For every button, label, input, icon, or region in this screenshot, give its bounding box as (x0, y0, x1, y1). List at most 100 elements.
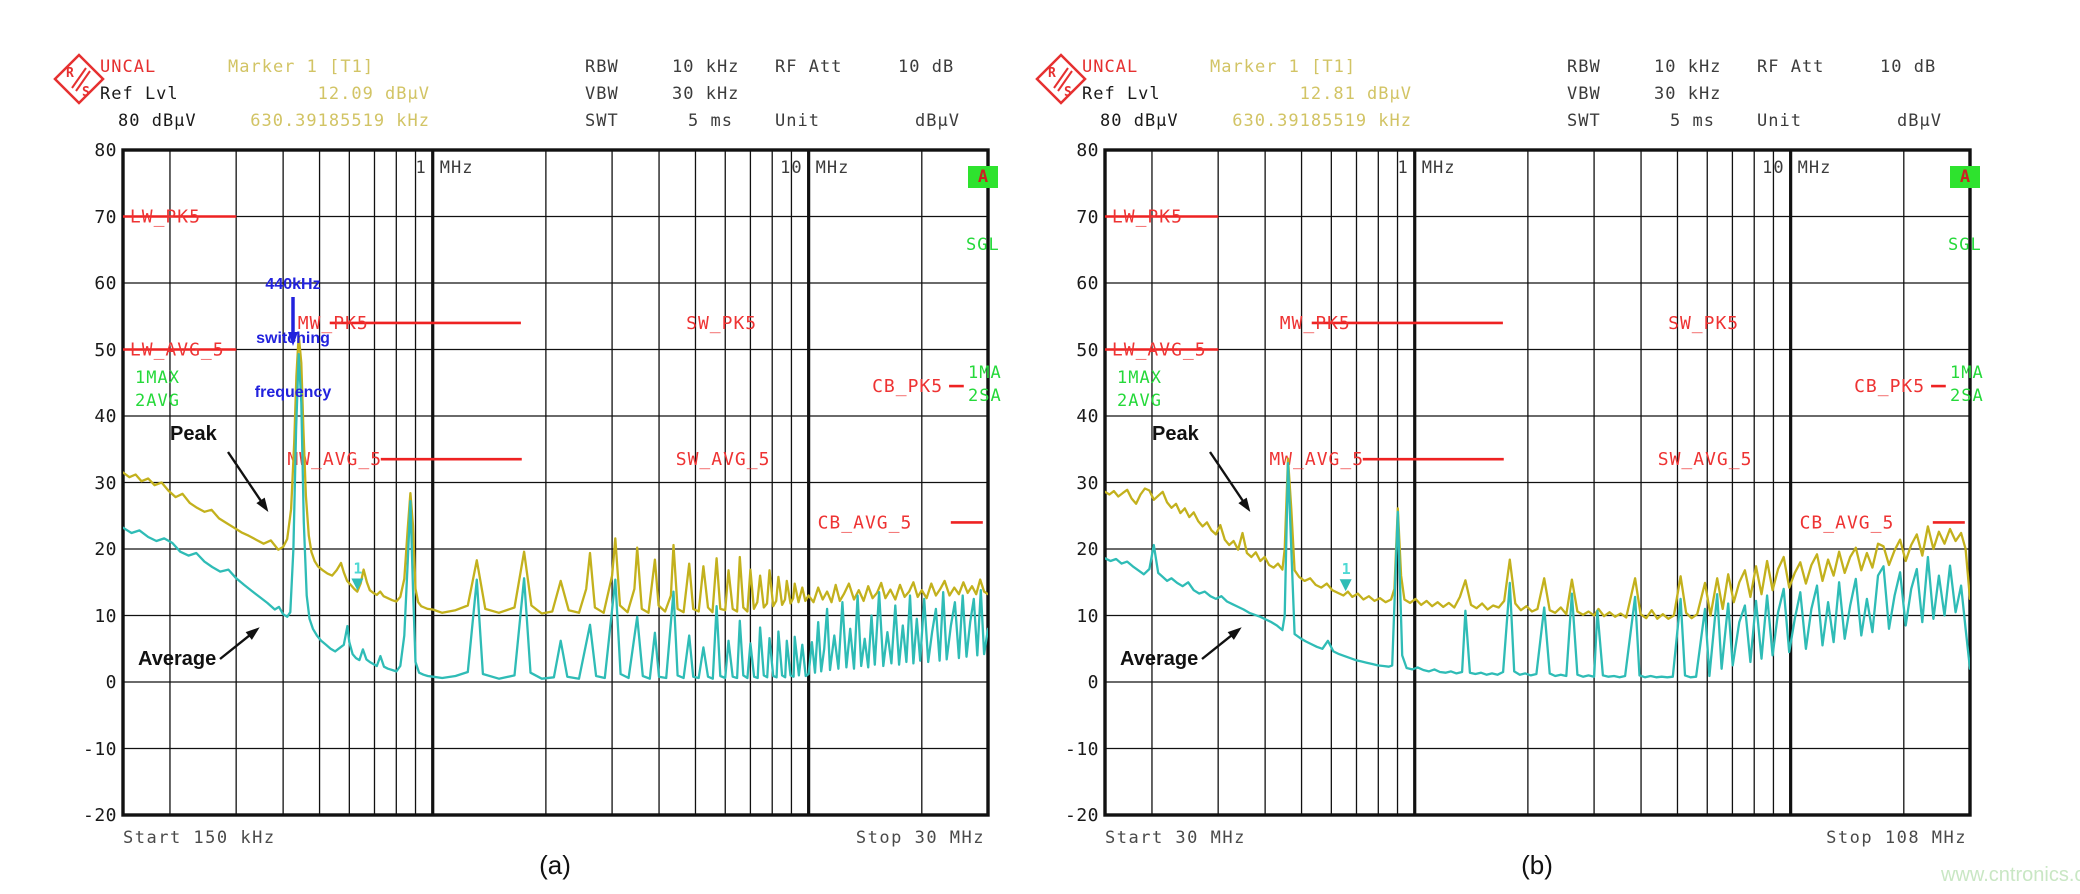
top-axis-label-unit: MHz (815, 158, 850, 178)
limit-line-label-LW_AVG_5: LW_AVG_5 (130, 340, 225, 361)
svg-text:1: 1 (1342, 560, 1351, 578)
y-tick-label: 20 (94, 539, 117, 560)
limit-line-label-MW_AVG_5: MW_AVG_5 (1269, 449, 1364, 470)
limit-line-label-MW_PK5: MW_PK5 (298, 313, 369, 334)
y-tick-label: -10 (1064, 738, 1099, 760)
trace1-mode-label: 1MAX (1117, 368, 1162, 388)
rs-logo-icon: R S (1035, 53, 1087, 105)
svg-text:1: 1 (353, 560, 362, 578)
top-axis-label-unit: MHz (1421, 158, 1456, 178)
marker-frequency: 630.39185519 kHz (1232, 111, 1412, 131)
limit-line-label-LW_PK5: LW_PK5 (1112, 207, 1183, 228)
marker-triangle-icon (1339, 579, 1352, 592)
marker-1: 1 (351, 560, 364, 591)
svg-text:R: R (66, 66, 74, 81)
annotation-average: Average (138, 648, 217, 670)
ref-lvl-value: 80 dBµV (118, 111, 197, 131)
marker-level: 12.81 dBµV (1299, 84, 1412, 104)
y-tick-label: 20 (1076, 539, 1099, 560)
trace-peak (1105, 457, 1970, 620)
ref-lvl-label: Ref Lvl (1082, 84, 1161, 104)
trace-average (123, 353, 988, 680)
stop-freq-label: Stop 30 MHz (855, 828, 985, 848)
uncal-status: UNCAL (100, 57, 157, 77)
svg-text:S: S (82, 85, 90, 100)
rf-att-value: 10 dB (1880, 57, 1937, 77)
stop-freq-label: Stop 108 MHz (1826, 828, 1967, 848)
y-tick-label: 10 (1076, 605, 1099, 627)
screen-badge: A (968, 166, 998, 188)
marker-1: 1 (1339, 560, 1352, 592)
vbw-value: 30 kHz (672, 84, 740, 104)
swt-label: SWT (585, 111, 619, 131)
limit-line-label-SW_PK5: SW_PK5 (686, 313, 757, 334)
grid (1103, 148, 1972, 817)
trace2-mode-label: 2AVG (1117, 391, 1162, 411)
limit-line-label-CB_PK5: CB_PK5 (1854, 376, 1925, 397)
y-tick-label: 60 (94, 273, 117, 294)
swt-value: 5 ms (1670, 111, 1715, 131)
detector2-label: 2SA (968, 386, 1002, 406)
rf-att-label: RF Att (775, 57, 843, 77)
rf-att-value: 10 dB (898, 57, 955, 77)
y-tick-label: 30 (94, 472, 117, 494)
trace-average (1105, 462, 1970, 679)
y-tick-label: 50 (1076, 339, 1099, 361)
y-tick-label: 50 (94, 339, 117, 361)
panel-caption: (a) (539, 850, 571, 880)
ref-lvl-label: Ref Lvl (100, 84, 179, 104)
panel-b: R S UNCAL Marker 1 [T1] RBW 10 kHz RF At… (982, 0, 2022, 894)
spectrum-plot-panel-a: LW_PK5 LW_AVG_5 MW_PK5 MW_AVG_5 SW_PK5 SW_AVG… (121, 148, 990, 817)
limit-line-label-SW_AVG_5: SW_AVG_5 (1658, 449, 1753, 470)
limit-line-label-CB_AVG_5: CB_AVG_5 (1800, 512, 1895, 533)
start-freq-label: Start 30 MHz (1105, 828, 1246, 848)
y-tick-label: 70 (1076, 206, 1099, 228)
unit-label: Unit (775, 111, 820, 131)
svg-text:R: R (1048, 66, 1056, 81)
start-freq-label: Start 150 kHz (123, 828, 276, 848)
limit-lines: LW_PK5 LW_AVG_5 MW_PK5 MW_AVG_5 SW_PK5 SW_AVG… (1105, 207, 1965, 533)
detector1-label: 1MA (1950, 363, 1984, 383)
spectrum-plot-panel-b: LW_PK5 LW_AVG_5 MW_PK5 MW_AVG_5 SW_PK5 SW_AVG… (1103, 148, 1972, 817)
limit-line-label-MW_PK5: MW_PK5 (1280, 313, 1351, 334)
ref-lvl-value: 80 dBµV (1100, 111, 1179, 131)
annotation-peak: Peak (1152, 423, 1199, 445)
screen-badge: A (1950, 166, 1980, 188)
annotation-arrows (1201, 451, 1251, 660)
rbw-label: RBW (585, 57, 619, 77)
y-tick-label: 40 (1076, 406, 1099, 427)
panel-a: R S UNCAL Marker 1 [T1] RBW 10 kHz RF At… (53, 53, 1002, 880)
svg-text:S: S (1064, 85, 1072, 100)
top-axis-label-unit: MHz (439, 158, 474, 178)
limit-line-label-MW_AVG_5: MW_AVG_5 (287, 449, 382, 470)
unit-value: dBµV (915, 111, 960, 131)
panel-caption: (b) (1521, 850, 1553, 880)
swt-label: SWT (1567, 111, 1601, 131)
marker-level: 12.09 dBµV (317, 84, 430, 104)
limit-line-label-SW_AVG_5: SW_AVG_5 (676, 449, 771, 470)
y-tick-label: 30 (1076, 472, 1099, 494)
limit-line-label-CB_PK5: CB_PK5 (872, 376, 943, 397)
top-axis-label: 10 (1762, 158, 1785, 178)
y-tick-label: 0 (105, 672, 117, 693)
top-axis-label: 1 (1397, 158, 1409, 178)
y-tick-label: 40 (94, 406, 117, 427)
y-tick-label: -20 (82, 805, 117, 826)
top-axis-label: 1 (415, 158, 427, 178)
annotation-arrows (219, 297, 298, 660)
uncal-status: UNCAL (1082, 57, 1139, 77)
rbw-value: 10 kHz (672, 57, 740, 77)
limit-lines: LW_PK5 LW_AVG_5 MW_PK5 MW_AVG_5 SW_PK5 SW_AVG… (123, 207, 983, 533)
top-axis-label-unit: MHz (1797, 158, 1832, 178)
rs-logo-icon: R S (53, 53, 105, 105)
watermark: www.cntronics.com (1941, 864, 2080, 886)
y-tick-label: 0 (1087, 672, 1099, 693)
swt-value: 5 ms (688, 111, 733, 131)
single-sweep-indicator: SGL (966, 235, 1000, 255)
marker-title: Marker 1 [T1] (228, 57, 375, 77)
y-tick-label: 60 (1076, 273, 1099, 294)
marker-frequency: 630.39185519 kHz (250, 111, 430, 131)
limit-line-label-LW_AVG_5: LW_AVG_5 (1112, 340, 1207, 361)
